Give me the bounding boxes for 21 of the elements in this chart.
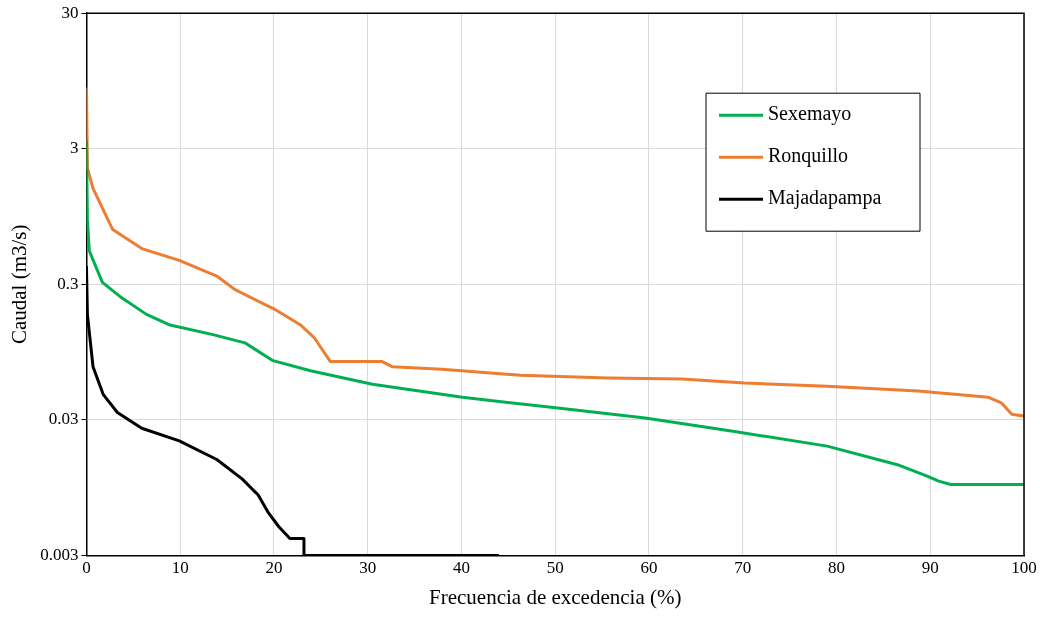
y-axis-title: Caudal (m3/s) xyxy=(7,224,32,345)
x-tick-label: 80 xyxy=(827,558,845,578)
x-tick-label: 60 xyxy=(640,558,658,578)
x-tick-label: 90 xyxy=(921,558,939,578)
legend-label: Majadapampa xyxy=(768,186,882,210)
y-tick-label: 0.003 xyxy=(40,544,79,564)
y-tick-label: 30 xyxy=(61,2,79,22)
x-tick-label: 40 xyxy=(452,558,470,578)
x-tick-label: 100 xyxy=(1011,558,1037,578)
x-tick-label: 50 xyxy=(546,558,564,578)
y-tick-label: 0.3 xyxy=(57,273,79,293)
y-tick-label: 0.03 xyxy=(48,409,79,429)
legend-label: Sexemayo xyxy=(768,102,852,126)
x-tick-label: 70 xyxy=(734,558,752,578)
x-axis-title: Frecuencia de excedencia (%) xyxy=(429,584,682,609)
x-tick-label: 20 xyxy=(265,558,283,578)
y-tick-label: 3 xyxy=(69,138,79,158)
legend-label: Ronquillo xyxy=(768,144,849,168)
x-tick-label: 10 xyxy=(171,558,189,578)
x-tick-label: 30 xyxy=(359,558,377,578)
x-tick-label: 0 xyxy=(82,558,91,578)
